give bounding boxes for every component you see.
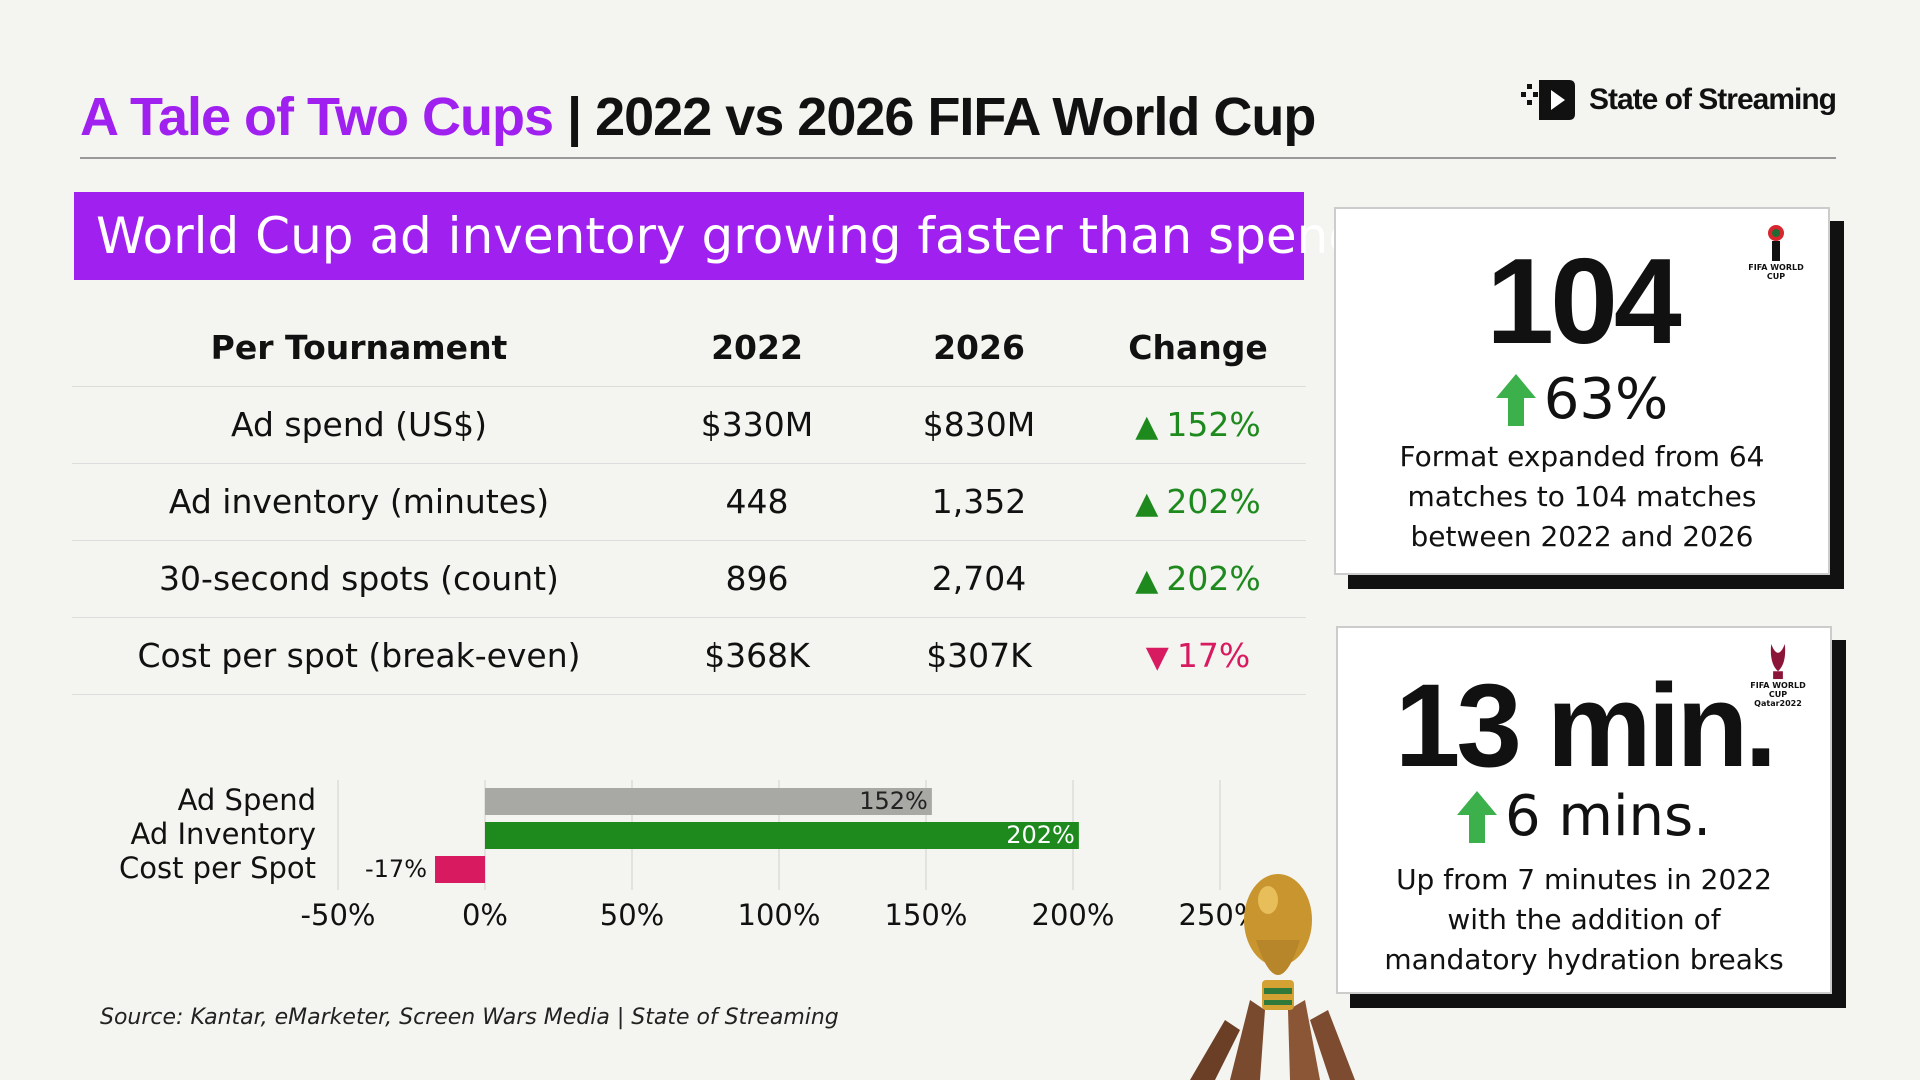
stat-delta: 6 mins.	[1338, 784, 1830, 849]
x-tick-label: -50%	[301, 898, 376, 932]
table-row: Ad inventory (minutes) 448 1,352 ▲ 202%	[72, 463, 1306, 541]
change-cell: ▲ 152%	[1090, 386, 1306, 464]
row-label: 30-second spots (count)	[72, 540, 646, 618]
stat-description: Up from 7 minutes in 2022 with the addit…	[1384, 863, 1784, 976]
header-divider	[80, 157, 1836, 159]
change-value: 202%	[1166, 559, 1261, 598]
value-2026: 2,704	[868, 540, 1090, 618]
change-cell: ▲ 202%	[1090, 540, 1306, 618]
category-label: Ad Spend	[178, 783, 316, 817]
triangle-up-icon: ▲	[1135, 409, 1159, 444]
fifa-2026-logo: FIFA WORLD CUP	[1746, 223, 1806, 289]
source-note: Source: Kantar, eMarketer, Screen Wars M…	[100, 1005, 839, 1030]
change-value: 17%	[1176, 636, 1251, 675]
matches-stat-card: 104 63% Format expanded from 64 matches …	[1334, 207, 1830, 575]
table-row: 30-second spots (count) 896 2,704 ▲ 202%	[72, 540, 1306, 618]
value-2026: $307K	[868, 617, 1090, 695]
logo-text: FIFA WORLD CUP Qatar2022	[1750, 681, 1806, 708]
brand-logo: State of Streaming	[1520, 78, 1837, 122]
comparison-table: Per Tournament 2022 2026 Change Ad spend…	[72, 310, 1306, 695]
subtitle-banner: World Cup ad inventory growing faster th…	[74, 192, 1360, 280]
bar	[485, 788, 932, 815]
stat-description: Format expanded from 64 matches to 104 m…	[1399, 440, 1765, 553]
x-tick-label: 100%	[738, 898, 821, 932]
data-label: -17%	[365, 855, 427, 883]
value-2022: $368K	[646, 617, 868, 695]
brand-name: State of Streaming	[1588, 83, 1837, 116]
title-accent: A Tale of Two Cups	[80, 87, 554, 147]
value-2022: 896	[646, 540, 868, 618]
table-row: Ad spend (US$) $330M $830M ▲ 152%	[72, 386, 1306, 464]
bar	[485, 822, 1079, 849]
stat-value: 104	[1486, 233, 1682, 369]
header-per-tournament: Per Tournament	[72, 310, 646, 387]
change-value: 152%	[1166, 405, 1261, 444]
play-icon	[1520, 80, 1575, 120]
title-main: 2022 vs 2026 FIFA World Cup	[595, 87, 1316, 147]
x-tick-label: 200%	[1032, 898, 1115, 932]
data-label: 152%	[859, 787, 928, 815]
header-2026: 2026	[868, 310, 1090, 387]
triangle-down-icon: ▼	[1145, 640, 1169, 675]
trophy-hands-image	[1190, 874, 1355, 1080]
stoppage-stat-card: 13 min. 6 mins. Up from 7 minutes in 202…	[1336, 626, 1832, 994]
category-label: Cost per Spot	[119, 851, 316, 885]
trophy-icon	[1770, 643, 1786, 680]
category-label: Ad Inventory	[131, 817, 316, 851]
row-label: Cost per spot (break-even)	[72, 617, 646, 695]
bar	[435, 856, 485, 883]
change-value: 202%	[1166, 482, 1261, 521]
triangle-up-icon: ▲	[1135, 486, 1159, 521]
arrow-up-icon	[1456, 790, 1497, 843]
value-2026: 1,352	[868, 463, 1090, 541]
header: A Tale of Two Cups | 2022 vs 2026 FIFA W…	[80, 78, 1837, 158]
stat-delta-value: 6 mins.	[1504, 784, 1711, 849]
table-row: Cost per spot (break-even) $368K $307K ▼…	[72, 617, 1306, 695]
header-2022: 2022	[646, 310, 868, 387]
triangle-up-icon: ▲	[1135, 563, 1159, 598]
logo-text: FIFA WORLD CUP	[1748, 263, 1804, 281]
value-2026: $830M	[868, 386, 1090, 464]
row-label: Ad spend (US$)	[72, 386, 646, 464]
value-2022: 448	[646, 463, 868, 541]
change-bar-chart: -50% 0% 50% 100% 150% 200% 250%Ad Spend 152%Ad …	[119, 780, 1261, 932]
row-label: Ad inventory (minutes)	[72, 463, 646, 541]
subtitle-text: World Cup ad inventory growing faster th…	[96, 207, 1361, 265]
arrow-up-icon	[1495, 373, 1536, 426]
change-cell: ▼ 17%	[1090, 617, 1306, 695]
stat-delta-value: 63%	[1543, 367, 1669, 432]
x-tick-label: 50%	[600, 898, 664, 932]
trophy-icon	[1768, 225, 1784, 261]
value-2022: $330M	[646, 386, 868, 464]
table-header-row: Per Tournament 2022 2026 Change	[72, 310, 1306, 387]
data-label: 202%	[1006, 821, 1075, 849]
x-tick-label: 150%	[885, 898, 968, 932]
fifa-2022-logo: FIFA WORLD CUP Qatar2022	[1748, 642, 1808, 708]
title-separator: |	[552, 87, 596, 147]
change-cell: ▲ 202%	[1090, 463, 1306, 541]
page-title: A Tale of Two Cups | 2022 vs 2026 FIFA W…	[80, 86, 1316, 148]
stat-delta: 63%	[1336, 367, 1828, 432]
x-tick-label: 0%	[462, 898, 508, 932]
header-change: Change	[1090, 310, 1306, 387]
stat-value: 13 min.	[1394, 660, 1778, 792]
